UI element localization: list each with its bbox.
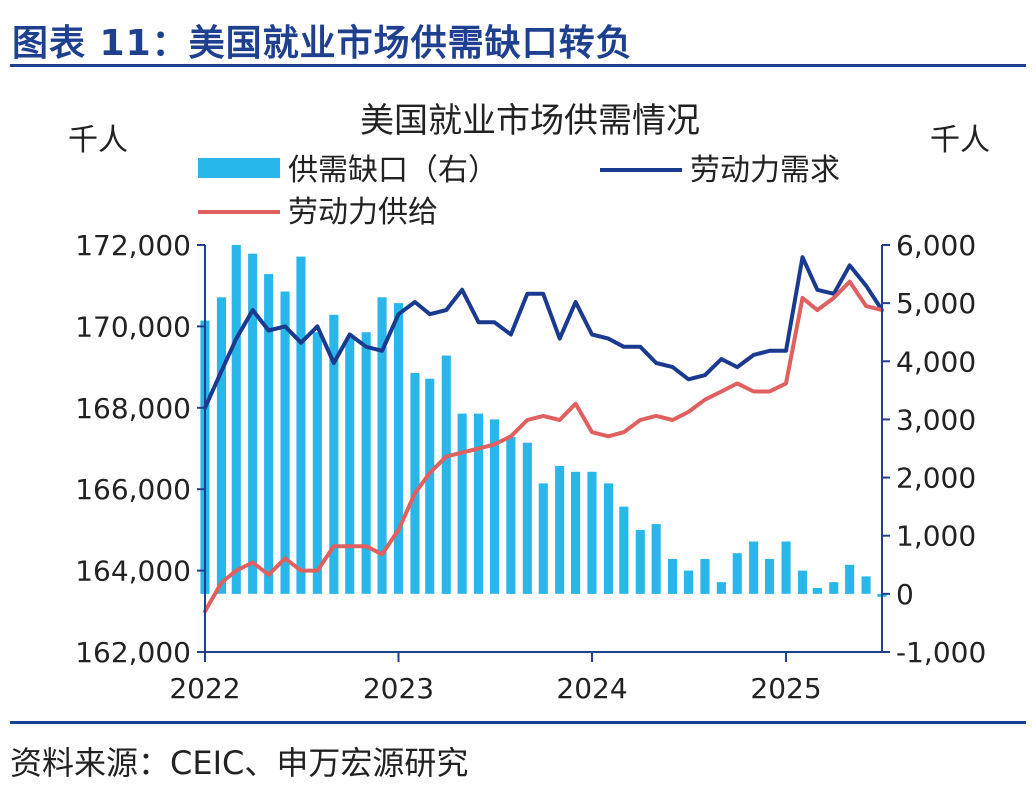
gap-bar [425,378,435,594]
x-tick-label: 2023 [363,672,434,705]
gap-bar [781,541,791,594]
left-tick-label: 166,000 [75,473,191,506]
left-axis-unit: 千人 [68,123,128,158]
gap-bar [280,291,290,594]
gap-bar [812,588,822,594]
gap-bar [216,297,226,594]
gap-bar [264,274,274,594]
source-note: 资料来源：CEIC、申万宏源研究 [10,744,469,782]
left-tick-label: 164,000 [75,555,191,588]
gap-bar [749,541,759,594]
legend-gap-swatch [198,158,280,178]
right-tick-label: 3,000 [896,403,976,436]
gap-bar [345,338,355,594]
legend: 供需缺口（右） 劳动力需求 劳动力供给 [198,153,840,230]
right-tick-label: 5,000 [896,287,976,320]
legend-demand-label: 劳动力需求 [690,153,840,188]
gap-bar [668,559,678,594]
figure-title: 图表 11：美国就业市场供需缺口转负 [12,23,633,64]
footer-rule [10,721,1026,724]
left-tick-label: 170,000 [75,310,191,343]
gap-bar [683,570,693,594]
report-header: 图表 11：美国就业市场供需缺口转负 [12,6,1024,64]
gap-bar [231,245,241,594]
gap-bar [361,332,371,594]
gap-bar [555,465,565,594]
left-tick-label: 172,000 [75,229,191,262]
gap-bar [829,582,839,594]
gap-bar [765,559,775,594]
left-tick-label: 168,000 [75,392,191,425]
gap-bar [732,553,742,594]
right-tick-label: 4,000 [896,345,976,378]
series-lines [203,255,884,614]
gap-bar [393,303,403,594]
supply-demand-chart: 美国就业市场供需情况 千人 千人 供需缺口（右） 劳动力需求 劳动力供给 172… [68,101,990,705]
gap-bar [861,576,871,594]
gap-bar [489,419,499,594]
supply-line [203,279,884,614]
right-tick-label: -1,000 [896,636,986,669]
gap-bar [474,413,484,594]
gap-bar [296,256,306,594]
gap-bar [571,471,581,594]
right-tick-label: 1,000 [896,520,976,553]
right-tick-label: 0 [896,578,914,611]
gap-bar [603,483,613,594]
gap-bar [538,483,548,594]
gap-bar [716,582,726,594]
gap-bar [619,506,629,594]
left-tick-label: 162,000 [75,636,191,669]
header-rule [10,64,1026,67]
legend-gap-label: 供需缺口（右） [288,153,498,188]
right-tick-label: 2,000 [896,462,976,495]
gap-bar [587,471,597,594]
gap-bar [635,529,645,594]
demand-line [203,255,884,410]
gap-bar [329,314,339,594]
gap-bar [700,559,710,594]
gap-bar [248,253,258,594]
right-tick-label: 6,000 [896,229,976,262]
x-tick-label: 2025 [750,672,821,705]
gap-bar [410,372,420,594]
gap-bar [377,297,387,594]
gap-bar [312,332,322,594]
legend-supply-label: 劳动力供给 [288,195,438,230]
chart-title: 美国就业市场供需情况 [360,101,700,141]
gap-bar [845,564,855,594]
gap-bar [797,570,807,594]
axes: 172,000 170,000 168,000 166,000 164,000 162,0… [75,229,986,705]
x-tick-label: 2024 [556,672,627,705]
gap-bar [522,442,532,594]
x-tick-label: 2022 [169,672,240,705]
gap-bar [441,355,451,594]
right-axis-unit: 千人 [930,123,990,158]
gap-bar [457,413,467,594]
gap-bar [651,524,661,594]
gap-bar [506,436,516,594]
